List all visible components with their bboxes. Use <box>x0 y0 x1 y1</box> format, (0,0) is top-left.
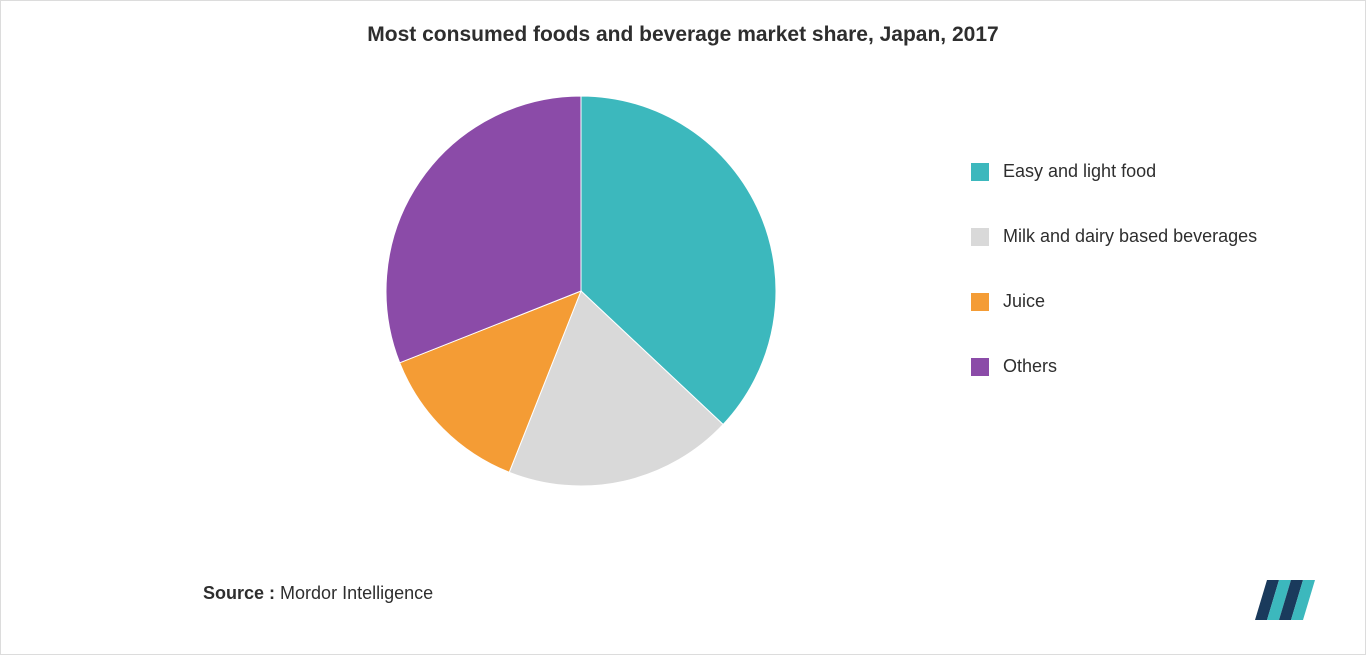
pie-chart <box>381 91 781 491</box>
legend-item: Milk and dairy based beverages <box>971 226 1257 247</box>
legend-label: Others <box>1003 356 1057 377</box>
legend-item: Others <box>971 356 1257 377</box>
legend: Easy and light food Milk and dairy based… <box>971 161 1257 377</box>
source-attribution: Source : Mordor Intelligence <box>203 583 433 604</box>
legend-swatch <box>971 358 989 376</box>
legend-swatch <box>971 293 989 311</box>
source-value: Mordor Intelligence <box>280 583 433 603</box>
legend-swatch <box>971 228 989 246</box>
legend-item: Juice <box>971 291 1257 312</box>
chart-title: Most consumed foods and beverage market … <box>1 23 1365 47</box>
legend-swatch <box>971 163 989 181</box>
source-label: Source : <box>203 583 275 603</box>
legend-label: Juice <box>1003 291 1045 312</box>
pie-svg <box>381 91 781 491</box>
legend-item: Easy and light food <box>971 161 1257 182</box>
legend-label: Milk and dairy based beverages <box>1003 226 1257 247</box>
legend-label: Easy and light food <box>1003 161 1156 182</box>
brand-logo-icon <box>1251 576 1321 624</box>
